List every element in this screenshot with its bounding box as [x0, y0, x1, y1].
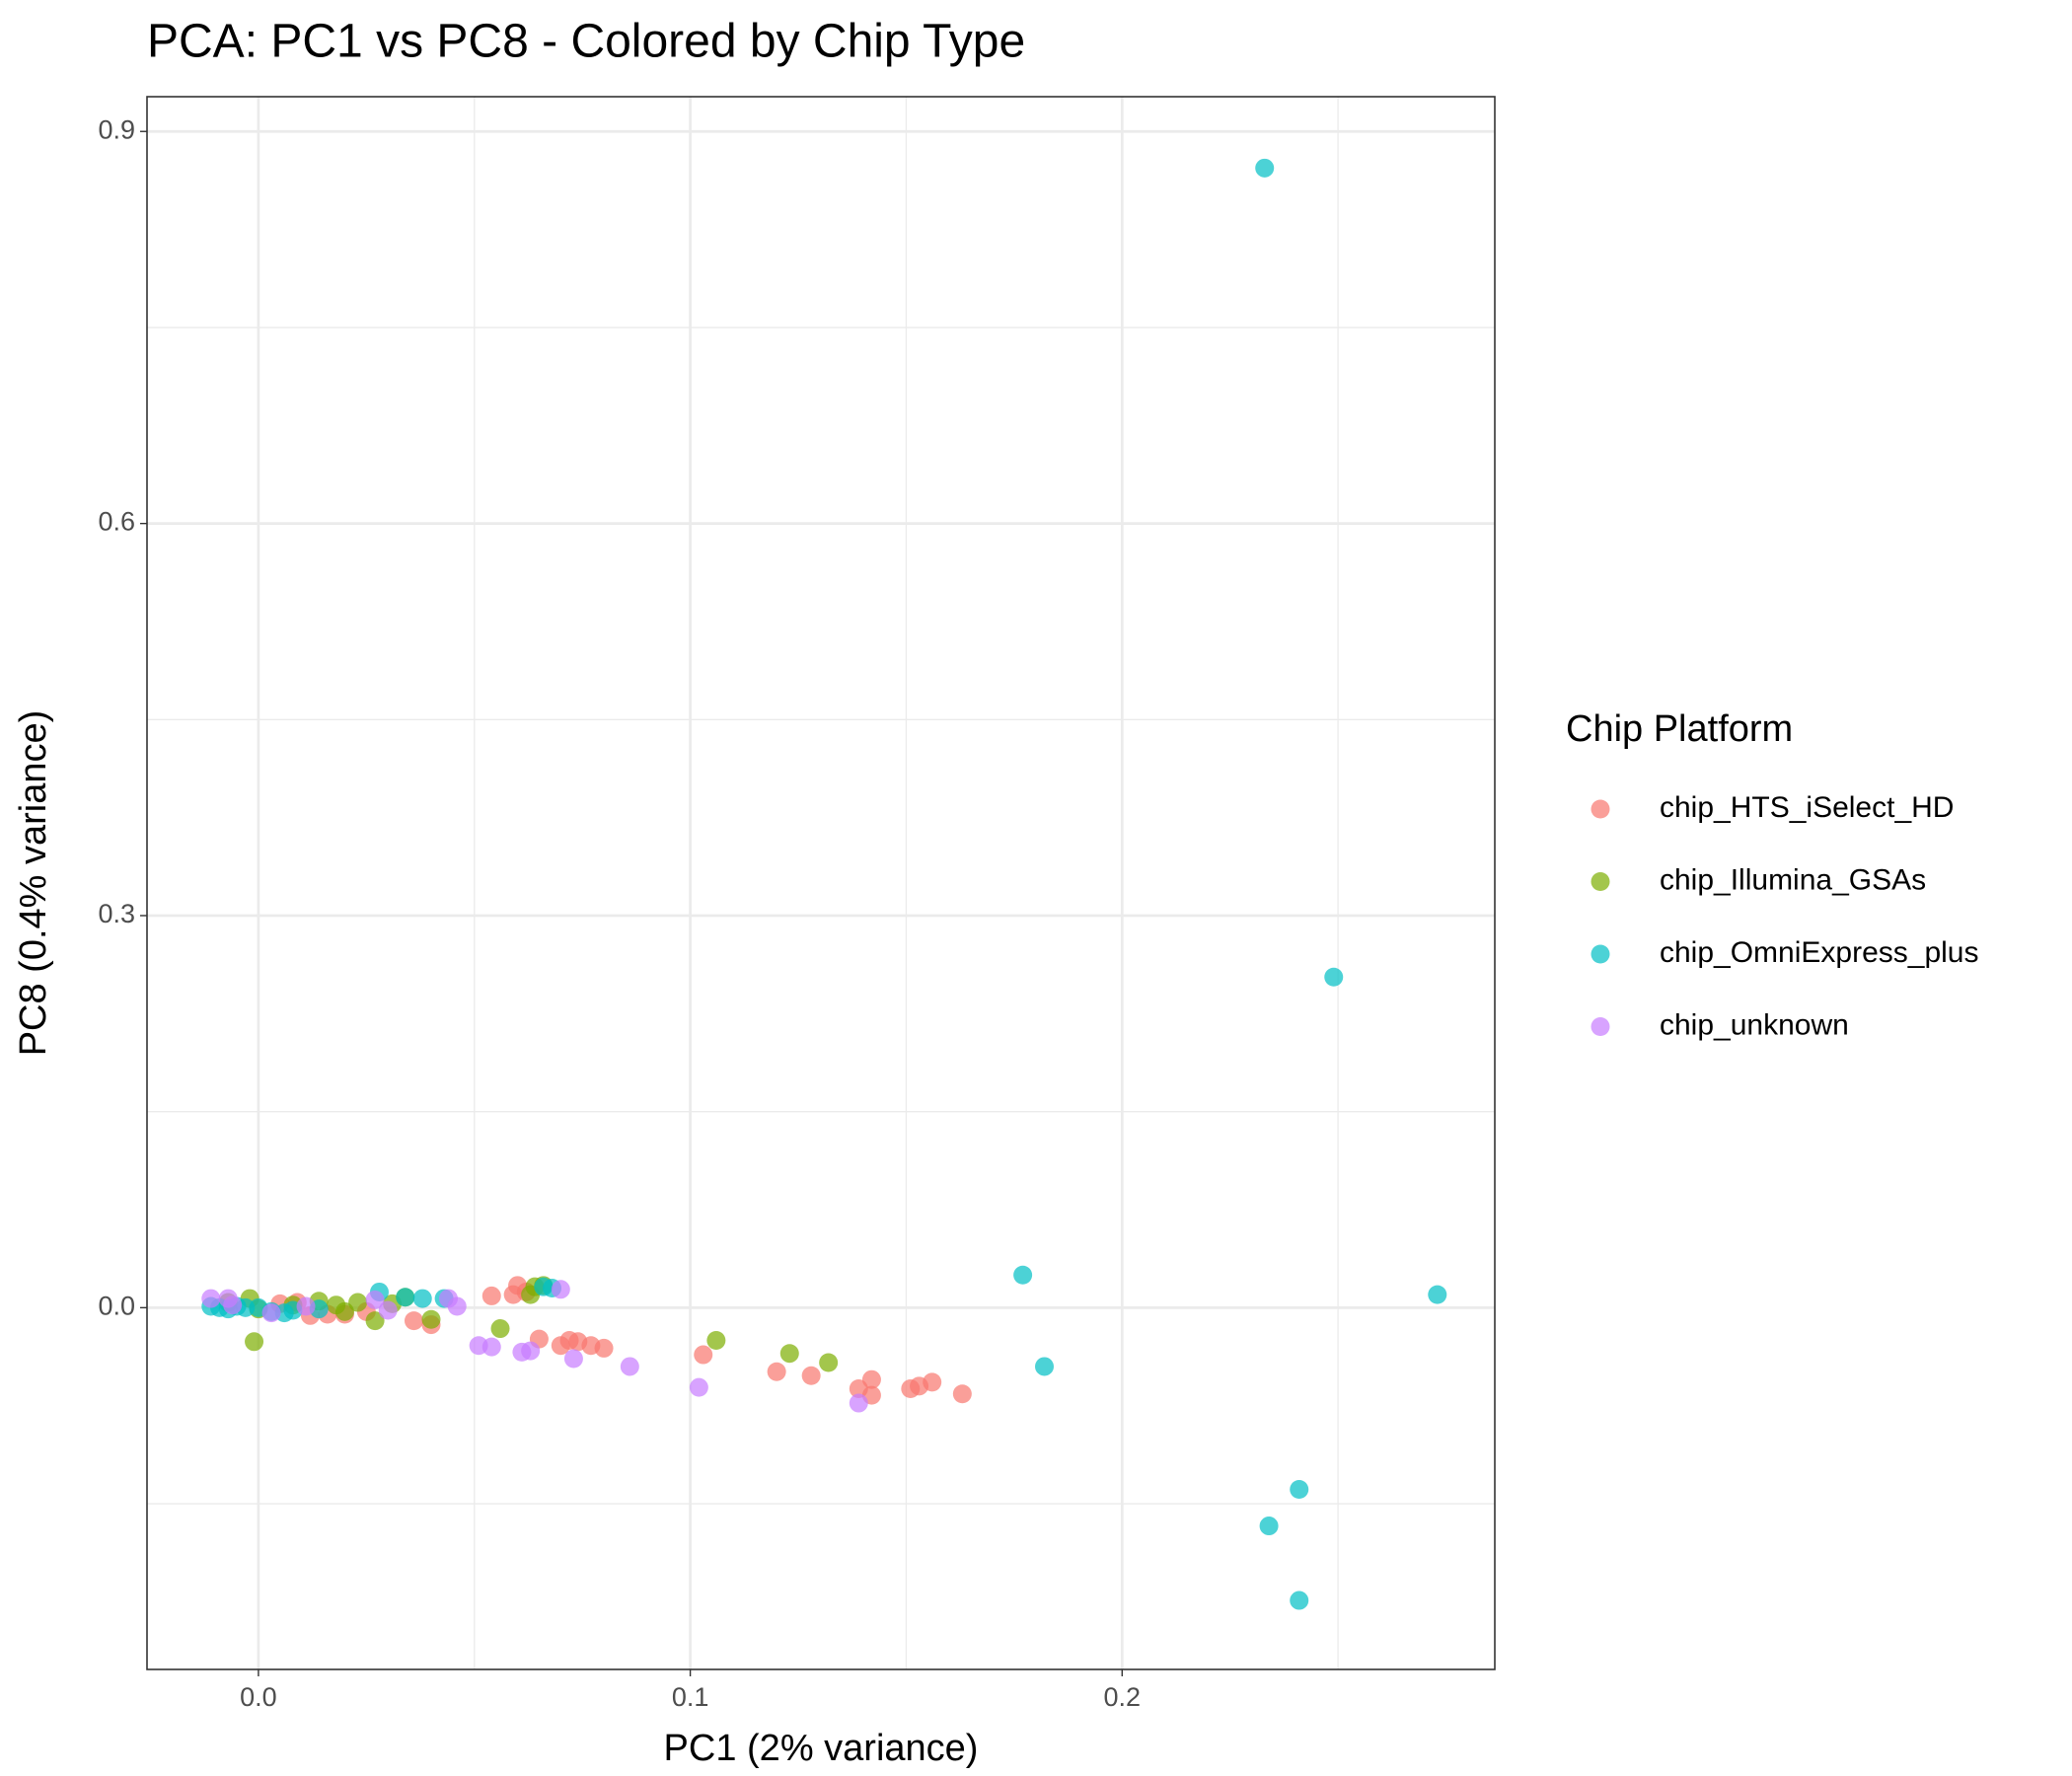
legend-label: chip_unknown	[1660, 1008, 1849, 1041]
legend-title: Chip Platform	[1566, 708, 1793, 750]
panel-border	[146, 96, 1496, 1670]
point	[689, 1377, 708, 1397]
point	[1428, 1285, 1447, 1304]
point	[481, 1286, 501, 1305]
legend-label: chip_HTS_iSelect_HD	[1660, 791, 1954, 824]
point	[245, 1332, 264, 1352]
point	[521, 1341, 541, 1361]
point	[779, 1344, 799, 1364]
y-tick-label: 0.9	[98, 114, 135, 144]
point	[412, 1289, 432, 1308]
y-tick-label: 0.6	[98, 507, 135, 537]
point	[481, 1337, 501, 1357]
legend-marker	[1591, 1017, 1610, 1036]
point	[819, 1353, 839, 1372]
legend-label: chip_OmniExpress_plus	[1660, 936, 1978, 969]
point	[365, 1311, 385, 1331]
point	[296, 1296, 316, 1316]
point	[861, 1369, 881, 1389]
point	[952, 1384, 972, 1404]
y-axis-title: PC8 (0.4% variance)	[13, 710, 54, 1057]
point	[1034, 1357, 1054, 1376]
point	[201, 1289, 221, 1308]
legend-marker	[1591, 799, 1610, 819]
point	[223, 1295, 243, 1315]
y-tick-label: 0.0	[98, 1291, 135, 1320]
x-tick-label: 0.2	[1104, 1682, 1142, 1712]
chart-title: PCA: PC1 vs PC8 - Colored by Chip Type	[147, 16, 1025, 68]
point	[1013, 1265, 1033, 1285]
point	[1259, 1517, 1279, 1536]
point	[849, 1393, 868, 1413]
legend-label: chip_Illumina_GSAs	[1660, 863, 1926, 896]
point	[447, 1296, 467, 1316]
legend-marker	[1591, 872, 1610, 891]
point	[348, 1293, 368, 1312]
point	[1324, 967, 1344, 987]
point	[1290, 1479, 1309, 1499]
point	[620, 1357, 639, 1376]
x-tick-label: 0.0	[240, 1682, 277, 1712]
point	[563, 1349, 583, 1369]
point	[801, 1366, 821, 1385]
point	[261, 1303, 281, 1323]
point	[378, 1300, 398, 1320]
point	[594, 1338, 614, 1358]
x-axis-title: PC1 (2% variance)	[664, 1728, 979, 1769]
legend-marker	[1591, 944, 1610, 964]
point	[767, 1362, 786, 1381]
point	[706, 1330, 726, 1350]
point	[334, 1301, 354, 1321]
point	[1255, 158, 1275, 178]
point	[421, 1309, 441, 1329]
point	[490, 1319, 510, 1339]
point	[694, 1345, 713, 1365]
point	[551, 1280, 570, 1299]
x-tick-label: 0.1	[672, 1682, 709, 1712]
point	[404, 1311, 423, 1331]
point	[923, 1372, 942, 1392]
y-tick-label: 0.3	[98, 899, 135, 928]
series-points	[201, 1280, 868, 1413]
point	[1290, 1591, 1309, 1610]
point	[365, 1290, 385, 1309]
point	[396, 1288, 415, 1307]
